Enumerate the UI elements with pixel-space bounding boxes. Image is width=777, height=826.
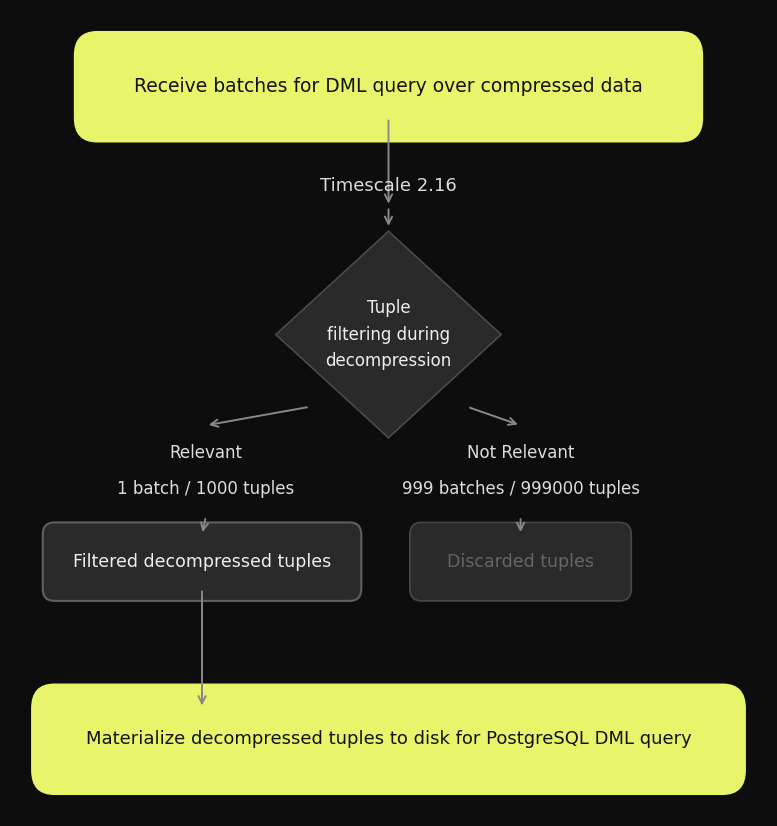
Text: Discarded tuples: Discarded tuples	[447, 553, 594, 571]
Text: 1 batch / 1000 tuples: 1 batch / 1000 tuples	[117, 480, 294, 498]
Text: Not Relevant: Not Relevant	[467, 444, 574, 462]
FancyBboxPatch shape	[31, 684, 746, 795]
FancyBboxPatch shape	[43, 523, 361, 601]
Text: Relevant: Relevant	[169, 444, 242, 462]
Text: Timescale 2.16: Timescale 2.16	[320, 177, 457, 195]
Text: 999 batches / 999000 tuples: 999 batches / 999000 tuples	[402, 480, 639, 498]
Text: Filtered decompressed tuples: Filtered decompressed tuples	[73, 553, 331, 571]
Text: Materialize decompressed tuples to disk for PostgreSQL DML query: Materialize decompressed tuples to disk …	[85, 730, 692, 748]
Polygon shape	[276, 231, 501, 438]
FancyBboxPatch shape	[410, 523, 631, 601]
FancyBboxPatch shape	[74, 31, 703, 142]
Text: Tuple
filtering during
decompression: Tuple filtering during decompression	[326, 299, 451, 370]
Text: Receive batches for DML query over compressed data: Receive batches for DML query over compr…	[134, 77, 643, 97]
